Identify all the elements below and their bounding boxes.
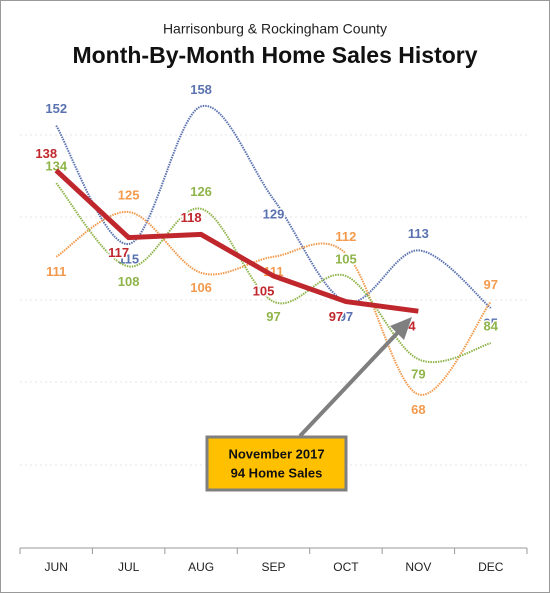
data-label: 97 [266,309,280,324]
annotation-box [205,435,348,492]
annotation-text: November 2017 [228,446,324,461]
data-label: 134 [45,159,67,174]
data-label: 97 [484,277,498,292]
annotation-arrow [298,325,405,438]
x-tick-label: JUL [118,560,140,574]
data-label: 152 [45,101,67,116]
series-line [55,210,492,396]
data-label: 79 [411,367,425,382]
x-tick-label: DEC [478,560,504,574]
data-label: 97 [329,309,343,324]
data-label: 126 [190,184,212,199]
data-label: 97 [339,309,353,324]
data-label: 117 [108,245,129,260]
data-label: 105 [253,283,275,298]
annotation-arrowhead [390,317,412,340]
x-tick-label: OCT [333,560,359,574]
x-tick-label: SEP [261,560,285,574]
chart-title: Month-By-Month Home Sales History [72,42,477,68]
series-line [55,105,492,309]
data-label: 129 [263,207,285,222]
data-label: 118 [181,210,202,225]
data-label: 105 [335,251,357,266]
x-tick-label: AUG [188,560,214,574]
series-line [54,168,419,314]
data-label: 113 [408,226,429,241]
data-label: 111 [46,264,66,279]
data-label: 95 [484,315,498,330]
data-label: 108 [118,274,140,289]
annotation-text: 94 Home Sales [231,465,323,480]
x-tick-label: JUN [45,560,68,574]
data-label: 125 [118,187,140,202]
x-tick-label: NOV [405,560,431,574]
chart-subtitle: Harrisonburg & Rockingham County [163,21,387,37]
data-label: 138 [35,146,57,161]
series-line [55,182,492,364]
data-label: 84 [484,319,499,334]
data-label: 112 [335,229,356,244]
data-label: 158 [190,82,212,97]
data-label: 68 [411,402,425,417]
data-label: 106 [190,280,212,295]
